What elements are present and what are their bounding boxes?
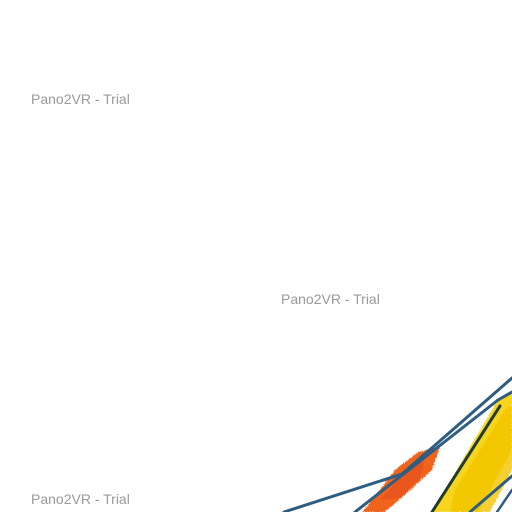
sketch-line-dark: [430, 404, 502, 512]
trial-watermark: Pano2VR - Trial: [31, 491, 130, 507]
sketch-line-blue-4: [495, 488, 512, 512]
sketch-line-blue-2: [353, 398, 500, 512]
trial-watermark: Pano2VR - Trial: [31, 91, 130, 107]
sketch-line-blue-5: [496, 390, 512, 402]
orange-stroke-dark: [380, 460, 425, 500]
trial-watermark: Pano2VR - Trial: [281, 291, 380, 307]
yellow-stroke-inner: [450, 405, 512, 512]
sketch-line-blue-3: [468, 474, 512, 512]
